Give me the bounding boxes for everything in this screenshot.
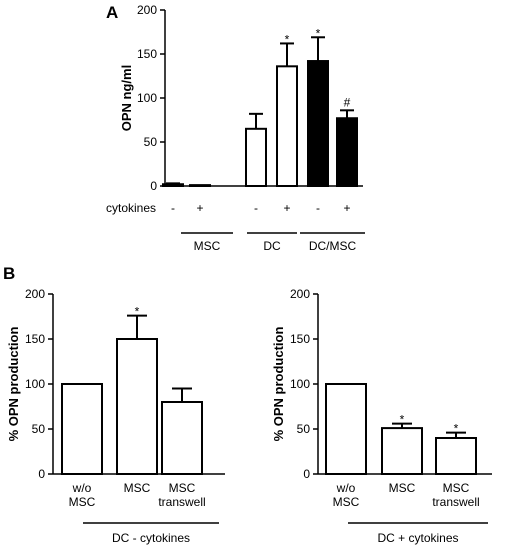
y-tick-label: 50 <box>144 135 158 149</box>
y-tick-label: 100 <box>290 377 310 391</box>
group-label: DC - cytokines <box>112 531 190 545</box>
category-label: transwell <box>432 495 479 509</box>
bar <box>189 184 211 187</box>
bar <box>336 117 358 187</box>
y-tick-label: 50 <box>32 422 46 436</box>
significance-mark: * <box>454 422 459 436</box>
cytokine-mark: - <box>171 201 175 215</box>
bar <box>116 338 158 475</box>
bar <box>161 401 203 475</box>
bar <box>162 183 184 188</box>
category-label: MSC <box>389 481 416 495</box>
group-label: MSC <box>194 239 221 253</box>
y-tick-label: 200 <box>137 3 157 17</box>
y-tick-label: 200 <box>290 287 310 301</box>
y-axis-label: % OPN production <box>6 327 21 442</box>
significance-mark: * <box>285 32 290 46</box>
y-tick-label: 100 <box>137 91 157 105</box>
category-label: MSC <box>124 481 151 495</box>
y-axis-label: OPN ng/ml <box>119 65 134 131</box>
y-tick-label: 150 <box>137 47 157 61</box>
y-tick-label: 150 <box>290 332 310 346</box>
group-label: DC/MSC <box>309 239 357 253</box>
bar <box>325 383 367 475</box>
cytokine-mark: - <box>254 201 258 215</box>
significance-mark: * <box>135 305 140 319</box>
category-label: MSC <box>443 481 470 495</box>
significance-mark: * <box>400 413 405 427</box>
cytokines-label: cytokines <box>106 201 156 215</box>
category-label: w/o <box>72 481 92 495</box>
y-tick-label: 100 <box>25 377 45 391</box>
y-axis-label: % OPN production <box>271 327 286 442</box>
y-tick-label: 50 <box>297 422 311 436</box>
y-tick-label: 0 <box>150 179 157 193</box>
group-label: DC <box>263 239 281 253</box>
y-tick-label: 0 <box>303 467 310 481</box>
category-label: MSC <box>333 495 360 509</box>
bar <box>435 437 477 475</box>
panel-label: B <box>3 264 15 283</box>
bar <box>61 383 103 475</box>
cytokine-mark: - <box>316 201 320 215</box>
bar <box>381 427 423 476</box>
category-label: MSC <box>169 481 196 495</box>
y-tick-label: 0 <box>38 467 45 481</box>
panel-label: A <box>106 3 118 22</box>
cytokine-mark: + <box>343 201 350 215</box>
bar <box>307 60 329 187</box>
cytokine-mark: + <box>283 201 290 215</box>
y-tick-label: 200 <box>25 287 45 301</box>
significance-mark: # <box>344 95 351 109</box>
category-label: transwell <box>158 495 205 509</box>
significance-mark: * <box>316 26 321 40</box>
y-tick-label: 150 <box>25 332 45 346</box>
category-label: MSC <box>69 495 96 509</box>
group-label: DC + cytokines <box>377 531 458 545</box>
category-label: w/o <box>336 481 356 495</box>
bar <box>245 127 267 188</box>
cytokine-mark: + <box>196 201 203 215</box>
bar <box>276 65 298 187</box>
